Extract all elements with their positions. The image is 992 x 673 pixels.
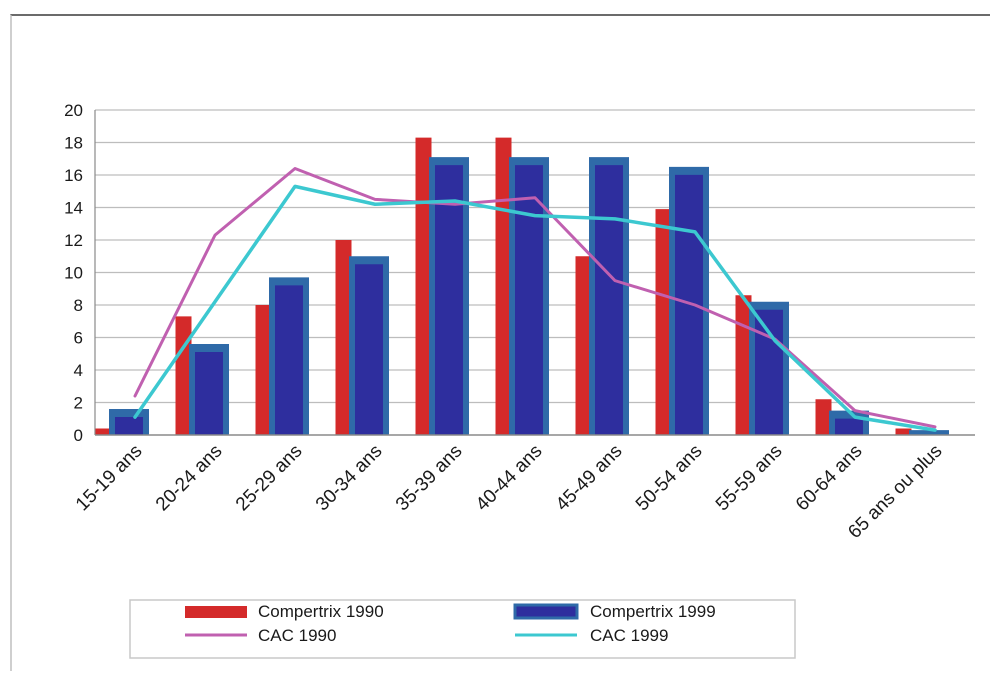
legend-label-cac-1999: CAC 1999 — [590, 626, 668, 645]
y-tick-label: 0 — [74, 426, 83, 445]
y-tick-label: 18 — [64, 134, 83, 153]
x-tick-label: 45-49 ans — [552, 441, 627, 516]
x-tick-label: 20-24 ans — [152, 441, 227, 516]
bar-compertrix-1990-7 — [655, 209, 672, 435]
y-tick-label: 10 — [64, 264, 83, 283]
bar-compertrix-1999-inner-3 — [355, 264, 383, 435]
legend-label-compertrix-1990: Compertrix 1990 — [258, 602, 384, 621]
y-tick-label: 12 — [64, 231, 83, 250]
bar-compertrix-1990-1 — [175, 316, 192, 435]
x-tick-label: 50-54 ans — [632, 441, 707, 516]
x-tick-label: 15-19 ans — [72, 441, 147, 516]
lines — [133, 167, 937, 432]
x-tick-label: 55-59 ans — [712, 441, 787, 516]
bar-compertrix-1999-inner-2 — [275, 285, 303, 435]
x-tick-label: 40-44 ans — [472, 441, 547, 516]
bar-compertrix-1990-3 — [335, 240, 352, 435]
bar-compertrix-1990-2 — [255, 305, 272, 435]
x-tick-label: 30-34 ans — [312, 441, 387, 516]
bar-compertrix-1999-inner-9 — [835, 418, 863, 435]
bar-compertrix-1999-inner-6 — [595, 165, 623, 435]
bars — [95, 137, 949, 435]
y-tick-label: 2 — [74, 394, 83, 413]
x-tick-label: 35-39 ans — [392, 441, 467, 516]
bar-compertrix-1999-inner-1 — [195, 352, 223, 435]
bar-compertrix-1990-10 — [895, 428, 912, 435]
legend-label-cac-1990: CAC 1990 — [258, 626, 336, 645]
legend: Compertrix 1990 Compertrix 1999 CAC 1990… — [129, 599, 796, 659]
legend-label-compertrix-1999: Compertrix 1999 — [590, 602, 716, 621]
x-tick-label: 25-29 ans — [232, 441, 307, 516]
bar-compertrix-1990-9 — [815, 399, 832, 435]
x-tick-label: 60-64 ans — [792, 441, 867, 516]
x-axis: 15-19 ans 20-24 ans 25-29 ans 30-34 ans 35-3… — [72, 434, 975, 543]
y-tick-label: 8 — [74, 296, 83, 315]
y-axis: 0 2 4 6 8 10 12 14 16 18 20 — [64, 101, 96, 445]
bar-compertrix-1990-6 — [575, 256, 592, 435]
y-tick-label: 20 — [64, 101, 83, 120]
bar-compertrix-1999-inner-5 — [515, 165, 543, 435]
bar-compertrix-1999-10 — [909, 430, 949, 435]
chart-frame — [10, 14, 990, 671]
bar-compertrix-1990-8 — [735, 295, 752, 435]
bar-compertrix-1999-inner-4 — [435, 165, 463, 435]
legend-swatch-compertrix-1999 — [513, 603, 579, 620]
bar-compertrix-1999-inner-7 — [675, 174, 703, 435]
bar-compertrix-1990-0 — [95, 428, 112, 435]
bar-compertrix-1999-inner-0 — [115, 417, 143, 435]
legend-swatch-compertrix-1990 — [185, 606, 247, 618]
y-tick-label: 6 — [74, 329, 83, 348]
y-tick-label: 14 — [64, 199, 83, 218]
bar-compertrix-1990-4 — [415, 137, 432, 435]
y-tick-label: 4 — [74, 361, 83, 380]
y-tick-label: 16 — [64, 166, 83, 185]
bar-compertrix-1999-inner-8 — [755, 309, 783, 435]
